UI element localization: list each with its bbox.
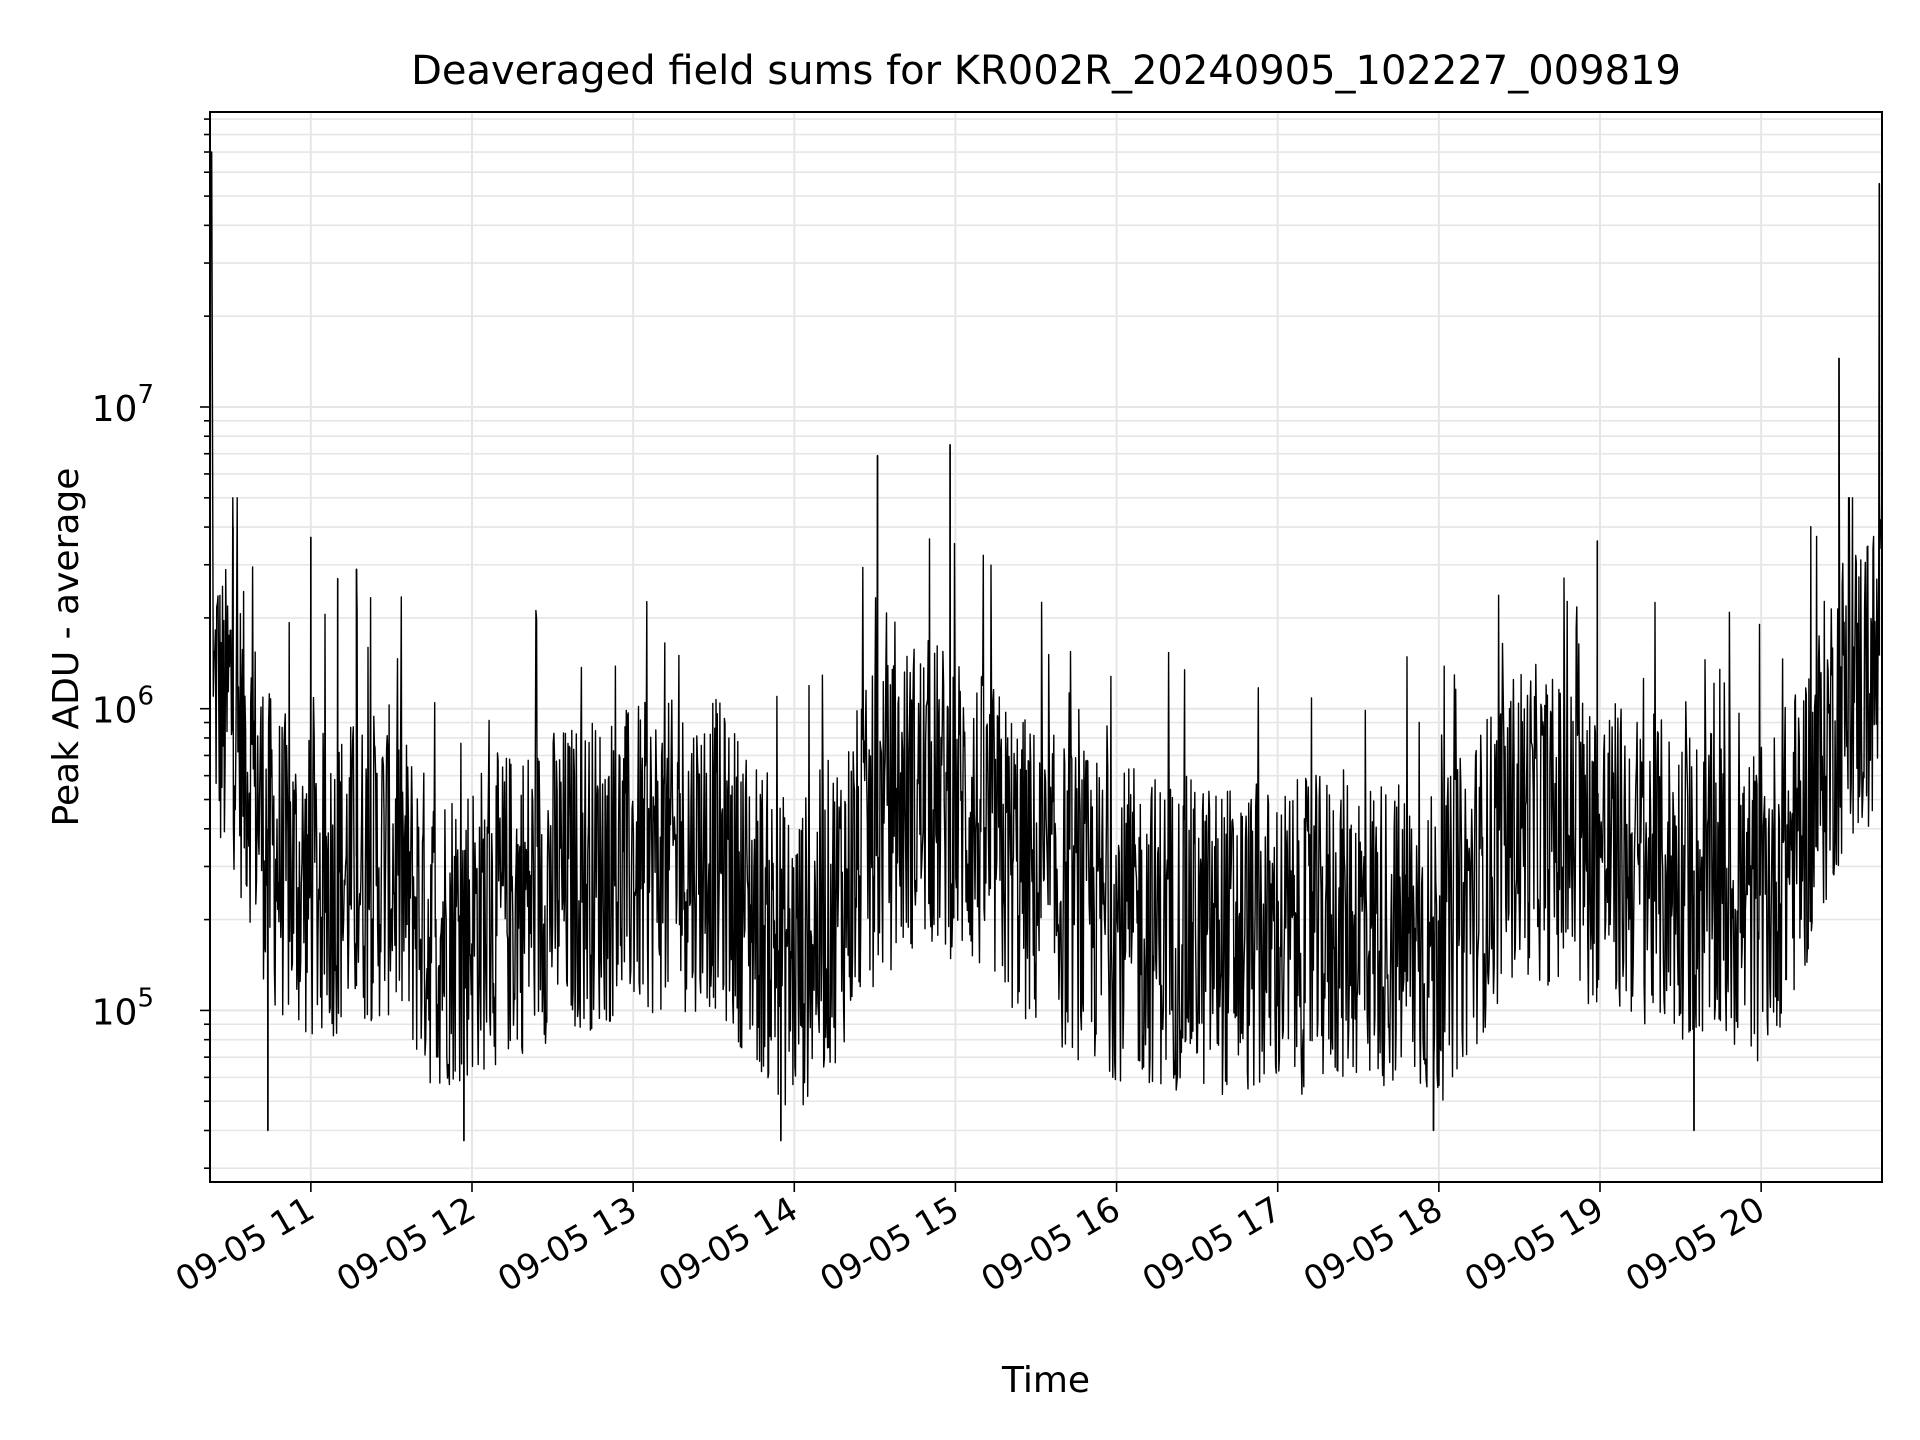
plot-frame [209, 111, 1883, 1183]
y-tick-base: 10 [92, 389, 138, 430]
y-tick-exponent: 5 [137, 983, 154, 1013]
y-axis-label: Peak ADU - average [46, 468, 87, 827]
chart-title: Deaveraged field sums for KR002R_2024090… [411, 48, 1681, 94]
y-tick-label: 105 [92, 983, 154, 1033]
y-tick-base: 10 [92, 691, 138, 732]
x-axis-label: Time [1001, 1360, 1090, 1401]
y-tick-exponent: 7 [137, 380, 154, 410]
series-line [209, 151, 1882, 1142]
series-line-layer [209, 151, 1882, 1142]
y-tick-base: 10 [92, 992, 138, 1033]
y-tick-label: 107 [92, 380, 154, 430]
y-tick-exponent: 6 [137, 682, 154, 712]
y-tick-label: 106 [92, 682, 154, 732]
